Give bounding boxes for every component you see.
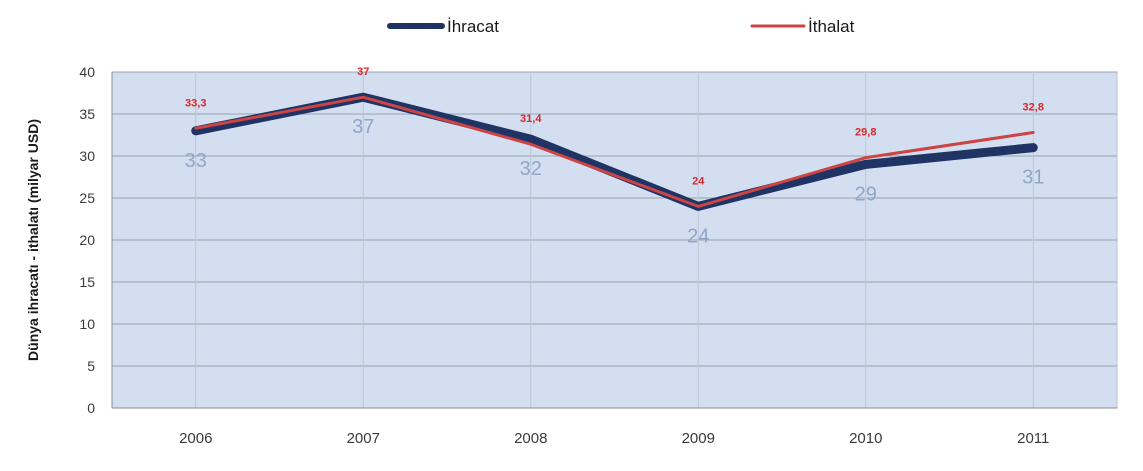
legend-label-ithalat: İthalat: [808, 17, 855, 36]
data-label-ihracat: 33: [185, 150, 207, 172]
series-lines: [191, 92, 1038, 211]
legend-label-ihracat: İhracat: [447, 17, 499, 36]
x-tick-label: 2006: [179, 430, 212, 447]
data-labels: 33 37 32 24 29 31 33,3 37 31,4 24 29,8 32,8: [185, 66, 1045, 247]
x-tick-label: 2008: [514, 430, 547, 447]
data-label-ithalat: 32,8: [1023, 101, 1044, 113]
y-tick-label: 15: [79, 274, 95, 290]
y-tick-label: 25: [79, 190, 95, 206]
y-tick-label: 40: [79, 64, 95, 80]
data-label-ithalat: 24: [692, 175, 705, 187]
x-tick-label: 2010: [849, 430, 882, 447]
legend: İhracat İthalat: [387, 17, 855, 36]
data-label-ihracat: 32: [520, 158, 542, 180]
x-tick-label: 2011: [1017, 430, 1049, 447]
y-tick-label: 10: [79, 316, 95, 332]
data-label-ihracat: 24: [687, 225, 709, 247]
y-tick-label: 35: [79, 106, 95, 122]
x-axis: 2006 2007 2008 2009 2010 2011: [112, 407, 1117, 447]
data-label-ihracat: 37: [352, 116, 374, 138]
data-label-ithalat: 37: [357, 66, 369, 78]
series-line-ithalat: [194, 95, 1035, 208]
y-tick-label: 5: [87, 358, 95, 374]
x-tick-label: 2007: [347, 430, 380, 447]
y-axis-label: Dünya ihracatı - ithalatı (milyar USD): [25, 119, 41, 361]
data-label-ihracat: 31: [1022, 167, 1044, 189]
data-label-ithalat: 31,4: [520, 113, 542, 125]
y-tick-label: 0: [87, 400, 95, 416]
data-label-ithalat: 33,3: [185, 97, 206, 109]
y-tick-label: 30: [79, 148, 95, 164]
data-label-ihracat: 29: [855, 183, 877, 205]
data-label-ithalat: 29,8: [855, 127, 876, 139]
y-tick-label: 20: [79, 232, 95, 248]
y-axis: 0 5 10 15 20 25 30 35 40: [79, 64, 113, 416]
x-tick-label: 2009: [682, 430, 715, 447]
